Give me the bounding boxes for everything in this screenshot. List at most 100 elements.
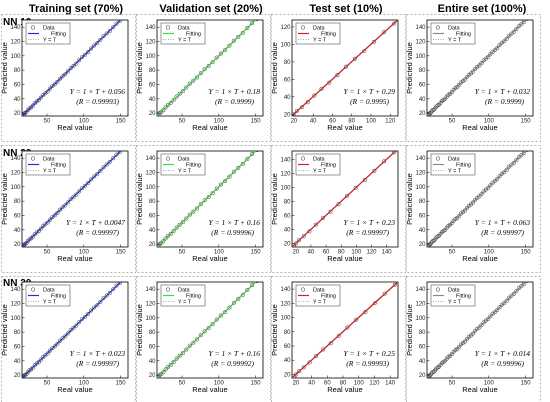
x-tick-label: 100 <box>484 250 495 256</box>
data-point <box>519 284 524 289</box>
data-point <box>38 226 43 231</box>
data-point <box>314 353 319 359</box>
data-point <box>477 325 482 330</box>
y-tick-label: 60 <box>14 344 21 350</box>
data-point <box>506 295 512 300</box>
data-point <box>231 38 236 43</box>
data-point <box>392 151 397 155</box>
data-point <box>60 205 65 210</box>
data-point <box>227 174 232 179</box>
y-tick-label: 20 <box>419 242 426 248</box>
y-tick-label: 60 <box>284 77 291 83</box>
legend-label: Y = T <box>313 38 327 44</box>
data-point <box>524 151 529 153</box>
y-tick-label: 80 <box>149 68 156 74</box>
data-point <box>473 197 478 202</box>
data-point <box>497 43 502 48</box>
data-point <box>34 230 39 235</box>
data-point <box>470 331 476 336</box>
y-axis-label: Predicted value <box>135 42 144 94</box>
data-point <box>486 185 491 191</box>
y-axis-label: Predicted value <box>0 173 9 225</box>
data-point <box>504 36 509 41</box>
data-point <box>516 286 521 291</box>
legend-marker-data <box>300 156 306 161</box>
legend-label: Y = T <box>178 300 192 306</box>
data-point <box>245 156 250 161</box>
data-point <box>210 191 215 196</box>
y-tick-label: 60 <box>419 213 426 219</box>
legend-label: Y = T <box>178 169 192 175</box>
data-point <box>475 64 480 69</box>
regression-equation: Y = 1 × T + 0.16 <box>208 218 260 227</box>
data-point <box>240 30 245 35</box>
data-point <box>111 25 116 30</box>
y-tick-label: 140 <box>415 156 426 162</box>
data-point <box>497 305 502 310</box>
x-axis-label: Real value <box>192 385 227 394</box>
data-point <box>521 151 526 156</box>
legend-label: Data <box>313 157 326 163</box>
data-point <box>206 325 211 331</box>
data-point <box>307 360 312 365</box>
x-tick-label: 150 <box>521 250 532 256</box>
data-point <box>514 157 519 163</box>
panels: 50 100 150 20 40 60 80 100 120 140 Real value Predi… <box>0 12 541 402</box>
data-point <box>434 104 439 109</box>
data-point <box>473 66 478 71</box>
x-axis-label: Real value <box>192 123 227 132</box>
y-tick-label: 140 <box>280 157 291 163</box>
y-tick-label: 140 <box>10 287 21 293</box>
data-point <box>125 12 129 16</box>
data-point <box>111 156 116 161</box>
legend-box <box>160 153 206 176</box>
data-point <box>301 365 306 370</box>
regression-equation: Y = 1 × T + 0.056 <box>70 87 126 96</box>
panel-border <box>136 145 271 273</box>
data-point <box>161 108 166 113</box>
data-point <box>184 347 189 352</box>
x-tick-label: 100 <box>79 250 90 256</box>
data-point <box>313 222 318 227</box>
data-point <box>180 351 186 356</box>
correlation-coefficient: (R = 0.99997) <box>481 228 524 237</box>
data-point <box>117 20 122 24</box>
y-axis-label: Predicted value <box>270 173 279 225</box>
data-point <box>381 30 386 35</box>
y-tick-label: 120 <box>10 39 21 45</box>
y-tick-label: 140 <box>415 25 426 31</box>
legend-label: Data <box>448 157 461 163</box>
row-labels: NN 10 NN 20 NN 30 <box>3 17 32 289</box>
x-tick-label: 50 <box>179 381 186 387</box>
y-tick-label: 80 <box>149 199 156 205</box>
y-tick-label: 20 <box>419 373 426 379</box>
y-tick-label: 20 <box>14 111 21 117</box>
data-point <box>191 78 196 83</box>
regression-panel: 50 100 150 20 40 60 80 100 120 140 Real value Predi… <box>405 145 541 273</box>
regression-equation: Y = 1 × T + 0.29 <box>343 87 395 96</box>
identity-line <box>22 282 122 378</box>
data-point <box>36 229 41 234</box>
data-point <box>198 333 203 338</box>
data-point <box>516 155 521 160</box>
data-point <box>477 63 482 68</box>
identity-line <box>157 282 257 378</box>
y-axis-label: Predicted value <box>405 304 414 356</box>
x-tick-label: 100 <box>354 381 365 387</box>
y-tick-label: 100 <box>415 316 426 322</box>
y-axis-label: Predicted value <box>270 304 279 356</box>
data-point <box>506 164 512 169</box>
y-tick-label: 80 <box>14 330 21 336</box>
data-point <box>202 67 207 72</box>
x-tick-label: 100 <box>351 250 362 256</box>
data-point <box>502 39 507 44</box>
y-tick-label: 100 <box>280 185 291 191</box>
data-point <box>101 165 106 170</box>
y-tick-label: 100 <box>280 42 291 48</box>
regression-panel: 50 100 150 20 40 60 80 100 120 140 Real value Predi… <box>0 12 136 142</box>
x-tick-label: 80 <box>348 119 355 125</box>
column-title: Validation set (20%) <box>159 3 263 15</box>
data-point <box>371 39 376 44</box>
